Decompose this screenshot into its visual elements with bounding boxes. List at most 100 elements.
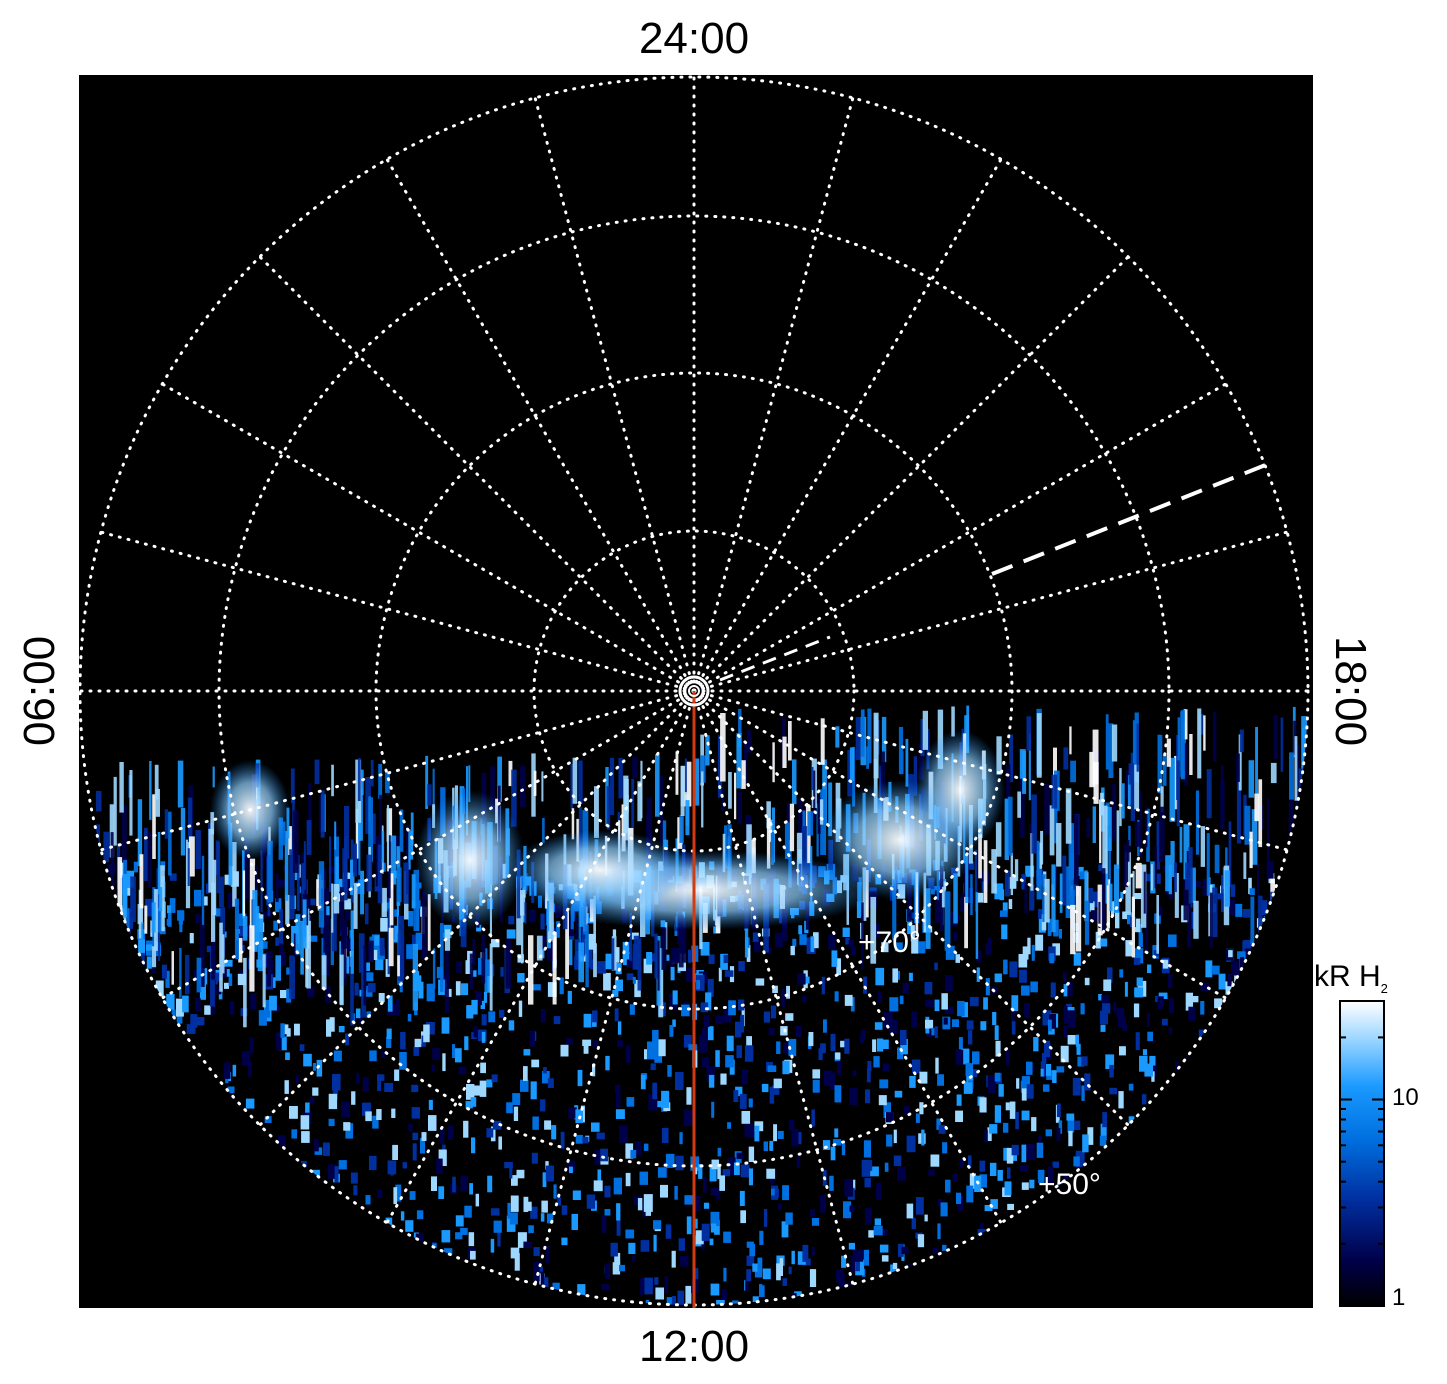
- emission-pixel: [886, 1112, 894, 1123]
- emission-pixel: [1067, 1035, 1076, 1045]
- emission-pixel: [1011, 1144, 1019, 1156]
- emission-pixel: [530, 1081, 537, 1100]
- emission-pixel: [488, 1011, 496, 1023]
- emission-pixel: [863, 1140, 871, 1158]
- emission-pixel: [874, 1218, 881, 1226]
- emission-streak: [1024, 882, 1028, 913]
- emission-streak: [505, 940, 512, 989]
- emission-pixel: [249, 1037, 254, 1053]
- emission-streak: [177, 760, 184, 808]
- emission-pixel: [522, 914, 526, 923]
- emission-pixel: [466, 1084, 475, 1100]
- emission-pixel: [428, 1115, 437, 1131]
- emission-pixel: [463, 1120, 469, 1138]
- local-time-meridian: [692, 96, 855, 693]
- emission-pixel: [715, 1015, 724, 1024]
- emission-streak: [331, 902, 337, 952]
- emission-streak: [675, 751, 679, 795]
- emission-pixel: [732, 1300, 739, 1305]
- emission-pixel: [596, 1132, 605, 1140]
- emission-pixel: [539, 1099, 546, 1112]
- emission-pixel: [189, 933, 194, 944]
- emission-streak: [377, 844, 383, 904]
- emission-pixel: [998, 1084, 1004, 1097]
- emission-pixel: [204, 1005, 211, 1015]
- emission-pixel: [1003, 1122, 1009, 1133]
- local-time-meridian: [692, 689, 1228, 1000]
- emission-pixel: [717, 1147, 722, 1157]
- emission-streak: [565, 911, 569, 980]
- emission-streak: [934, 890, 941, 923]
- local-time-label-left: 06:00: [15, 635, 64, 747]
- emission-streak: [594, 786, 599, 838]
- emission-pixel: [876, 1182, 882, 1200]
- emission-streak: [427, 784, 432, 806]
- emission-pixel: [469, 1183, 473, 1195]
- emission-pixel: [528, 1225, 534, 1234]
- emission-pixel: [320, 922, 325, 934]
- emission-pixel: [994, 1105, 1001, 1123]
- emission-streak: [536, 935, 543, 961]
- emission-streak: [189, 836, 195, 877]
- emission-pixel: [786, 985, 790, 999]
- emission-pixel: [350, 1172, 358, 1184]
- emission-pixel: [167, 905, 171, 914]
- emission-pixel: [959, 1158, 964, 1168]
- local-time-meridian: [385, 689, 696, 1225]
- emission-pixel: [1202, 879, 1207, 896]
- emission-pixel: [195, 998, 201, 1012]
- emission-pixel: [615, 1092, 621, 1108]
- emission-pixel: [841, 1141, 846, 1156]
- emission-streak: [216, 841, 220, 894]
- emission-pixel: [145, 944, 153, 951]
- emission-streak: [334, 821, 337, 850]
- emission-pixel: [591, 1122, 600, 1132]
- emission-streak: [398, 915, 405, 981]
- emission-streak: [109, 804, 115, 858]
- emission-streak: [469, 953, 474, 990]
- local-time-meridian: [692, 530, 1289, 693]
- emission-pixel: [811, 1218, 820, 1226]
- emission-pixel: [277, 880, 285, 888]
- emission-streak: [995, 822, 1002, 857]
- emission-streak: [951, 706, 955, 737]
- emission-streak: [180, 808, 186, 856]
- emission-streak: [1026, 716, 1032, 751]
- emission-streak: [578, 942, 584, 983]
- emission-pixel: [345, 910, 351, 920]
- emission-pixel: [771, 1188, 775, 1196]
- emission-pixel: [226, 969, 230, 977]
- emission-pixel: [935, 1057, 939, 1074]
- emission-streak: [1105, 806, 1112, 851]
- emission-pixel: [675, 1072, 684, 1090]
- emission-pixel: [527, 1201, 532, 1211]
- emission-streak: [1059, 873, 1063, 913]
- emission-streak: [201, 855, 205, 925]
- emission-pixel: [1211, 965, 1220, 975]
- emission-pixel: [772, 985, 778, 993]
- emission-pixel: [1266, 860, 1274, 879]
- emission-streak: [1224, 870, 1230, 907]
- emission-pixel: [943, 1017, 948, 1025]
- emission-streak: [103, 831, 109, 863]
- emission-streak: [1108, 837, 1111, 902]
- emission-pixel: [715, 1050, 720, 1067]
- emission-pixel: [679, 1132, 683, 1145]
- emission-streak: [623, 775, 629, 834]
- emission-pixel: [845, 937, 850, 945]
- emission-streak: [1156, 895, 1159, 954]
- emission-streak: [1074, 814, 1079, 885]
- emission-pixel: [711, 1101, 715, 1118]
- emission-pixel: [326, 1019, 332, 1037]
- emission-pixel: [965, 1063, 974, 1077]
- emission-pixel: [314, 1138, 319, 1152]
- emission-streak: [737, 792, 742, 825]
- emission-pixel: [802, 1244, 809, 1262]
- emission-pixel: [820, 1194, 826, 1213]
- emission-streak: [880, 751, 885, 798]
- emission-pixel: [523, 1066, 528, 1081]
- emission-pixel: [492, 1120, 502, 1130]
- emission-streak: [490, 766, 495, 812]
- emission-pixel: [1066, 1113, 1075, 1121]
- emission-pixel: [875, 967, 885, 986]
